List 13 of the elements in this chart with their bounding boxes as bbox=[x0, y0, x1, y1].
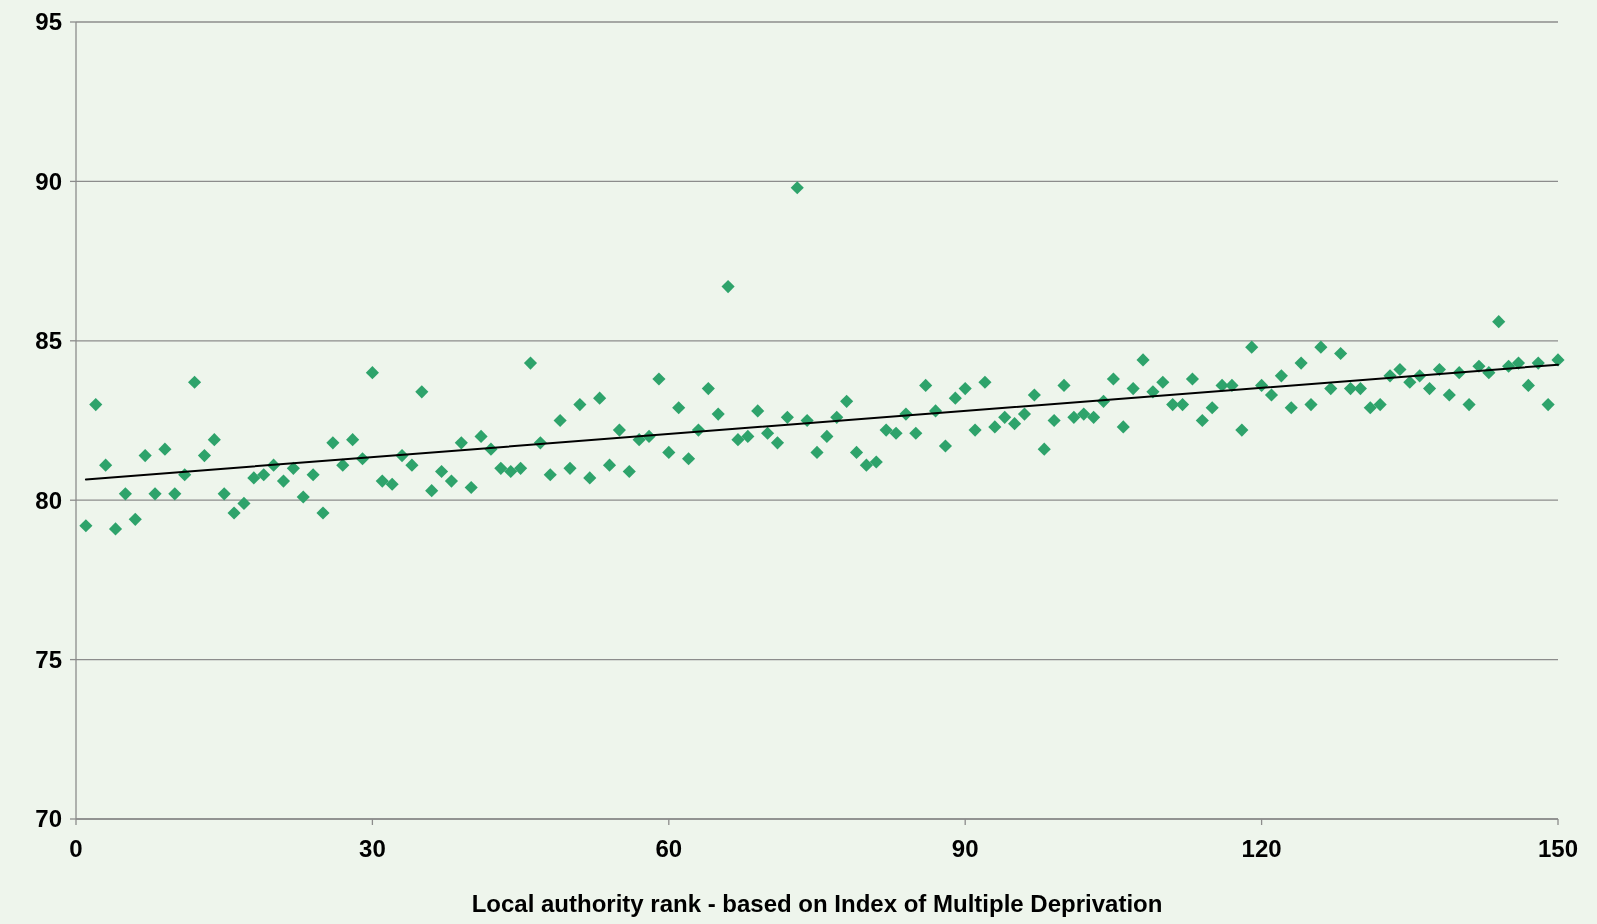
x-tick-label: 30 bbox=[359, 835, 386, 862]
y-tick-label: 80 bbox=[35, 486, 62, 514]
x-axis-title: Local authority rank - based on Index of Multiple Deprivation bbox=[471, 890, 1163, 917]
x-tick-label: 0 bbox=[69, 835, 83, 862]
x-tick-label: 60 bbox=[655, 835, 683, 862]
y-tick-label: 70 bbox=[35, 805, 62, 833]
y-tick-label: 90 bbox=[35, 167, 62, 195]
x-tick-label: 90 bbox=[951, 835, 979, 862]
x-tick-label: 150 bbox=[1537, 835, 1579, 862]
y-tick-label: 95 bbox=[35, 8, 62, 36]
x-tick-label: 120 bbox=[1241, 835, 1282, 862]
y-tick-label: 75 bbox=[35, 646, 62, 673]
y-tick-label: 85 bbox=[35, 327, 62, 355]
